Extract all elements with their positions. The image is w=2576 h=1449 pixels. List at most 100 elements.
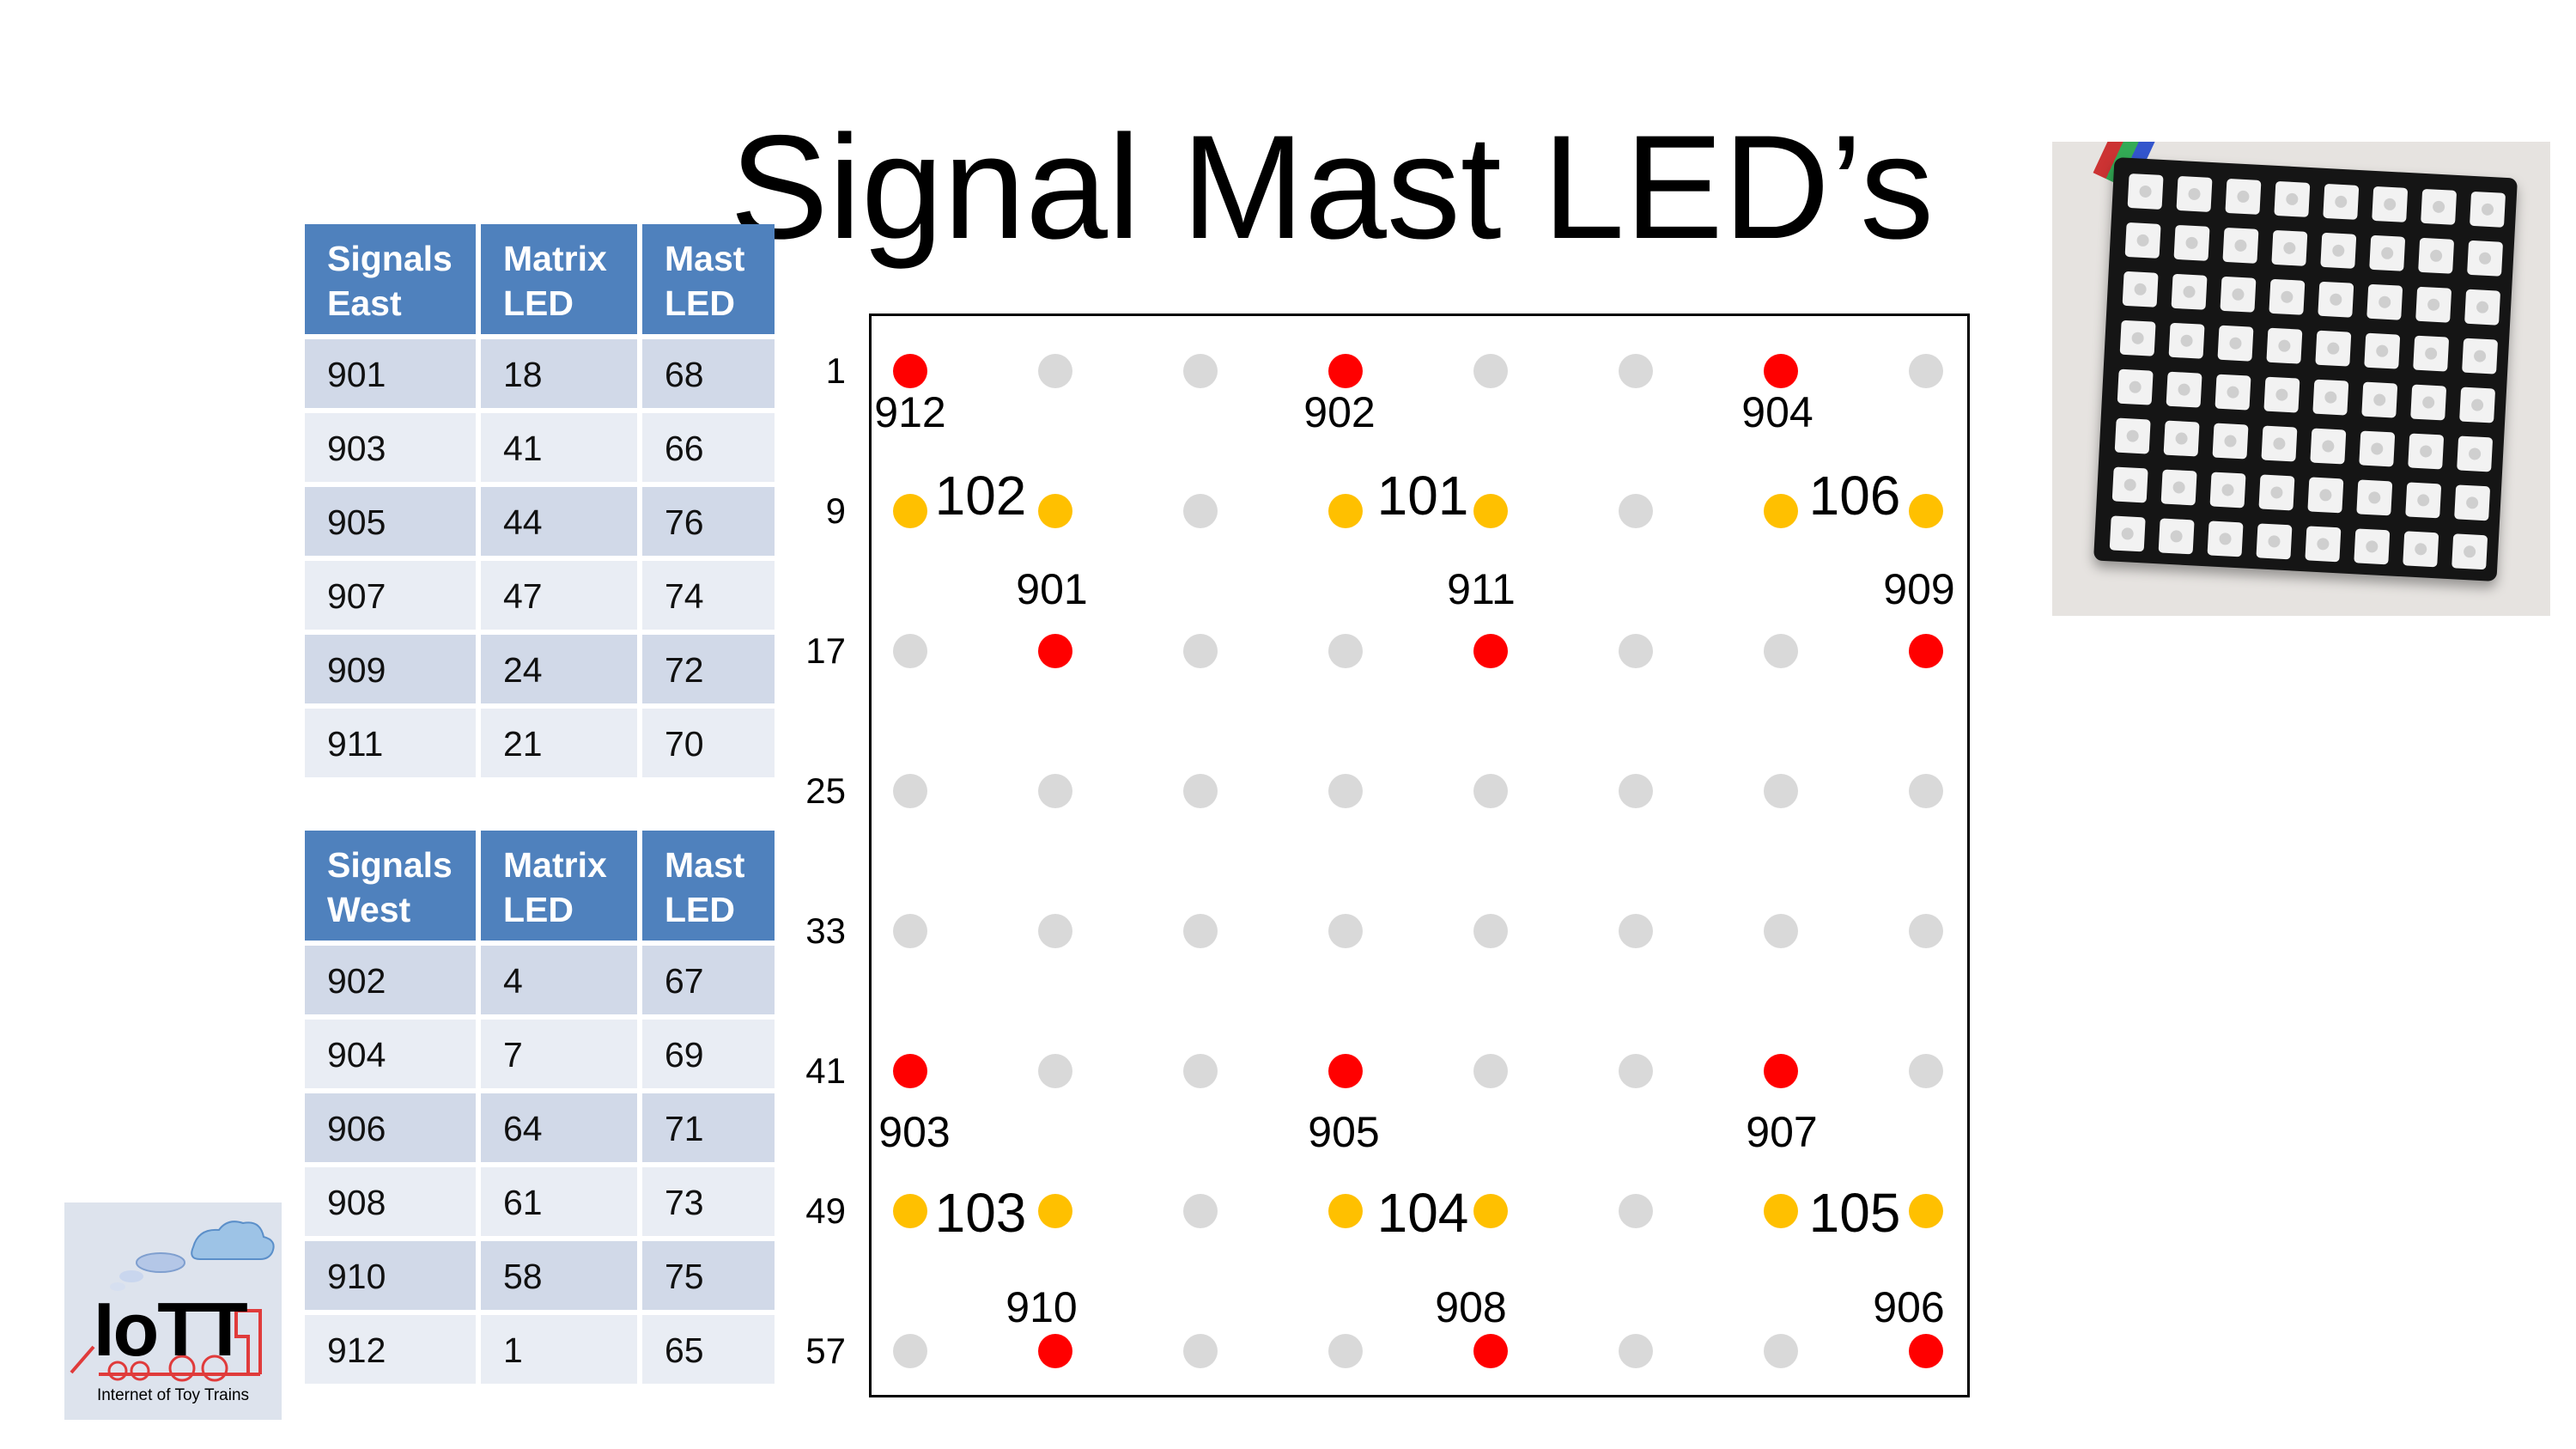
board-led <box>2305 526 2342 563</box>
led-off <box>1619 1194 1653 1228</box>
led-red <box>1764 1054 1798 1088</box>
signals-west-table: Signals West Matrix LED Mast LED 902 4 67 904… <box>300 825 780 1389</box>
led-red <box>1909 634 1943 668</box>
led-board <box>2093 157 2518 581</box>
matrix-led-cell: 4 <box>481 946 637 1014</box>
signal-cell: 901 <box>305 339 476 408</box>
signal-cell: 905 <box>305 487 476 556</box>
mast-label-101: 101 <box>1376 465 1469 527</box>
board-led <box>2173 224 2210 261</box>
led-amber <box>1038 494 1072 528</box>
board-led <box>2166 371 2202 408</box>
mast-led-cell: 68 <box>642 339 775 408</box>
board-led <box>2451 533 2488 570</box>
table-row: 912 1 65 <box>305 1315 775 1384</box>
led-amber <box>1473 494 1508 528</box>
signal-cell: 909 <box>305 635 476 703</box>
board-led <box>2225 178 2262 215</box>
led-red <box>893 1054 927 1088</box>
mast-led-cell: 75 <box>642 1241 775 1310</box>
mast-label-102: 102 <box>934 465 1027 527</box>
board-led <box>2263 376 2300 413</box>
table-header-row: Signals East Matrix LED Mast LED <box>305 224 775 334</box>
board-led <box>2364 332 2401 369</box>
board-led <box>2467 240 2504 277</box>
board-led <box>2114 417 2151 454</box>
board-led <box>2261 425 2298 462</box>
train-cloud-graphic <box>70 1221 275 1382</box>
slide-title: Signal Mast LED’s <box>730 105 1935 270</box>
board-led <box>2312 379 2349 416</box>
matrix-led-cell: 58 <box>481 1241 637 1310</box>
mast-led-cell: 71 <box>642 1093 775 1162</box>
board-led <box>2217 325 2254 362</box>
mast-led-cell: 72 <box>642 635 775 703</box>
led-off <box>1764 634 1798 668</box>
led-amber <box>1328 1194 1363 1228</box>
logo-text: IoTT <box>94 1287 248 1372</box>
led-off <box>1909 354 1943 388</box>
led-off <box>1038 354 1072 388</box>
led-off <box>1328 1334 1363 1368</box>
led-amber <box>1909 1194 1943 1228</box>
led-off <box>1183 494 1218 528</box>
matrix-led-cell: 44 <box>481 487 637 556</box>
board-led <box>2356 479 2393 516</box>
mast-led-cell: 66 <box>642 413 775 482</box>
board-led <box>2127 173 2164 210</box>
mast-led-cell: 74 <box>642 561 775 630</box>
signal-label-909: 909 <box>1883 565 1955 613</box>
board-led <box>2160 469 2197 506</box>
row-label: 25 <box>805 770 846 811</box>
board-led <box>2256 523 2293 560</box>
row-label: 49 <box>805 1190 846 1231</box>
board-led <box>2307 477 2344 514</box>
board-led <box>2408 433 2445 470</box>
row-label: 1 <box>825 350 846 391</box>
led-off <box>1619 914 1653 948</box>
led-off <box>1619 1054 1653 1088</box>
board-led <box>2158 518 2195 555</box>
table-row: 904 7 69 <box>305 1020 775 1088</box>
matrix-led-cell: 41 <box>481 413 637 482</box>
board-led <box>2323 183 2360 220</box>
signal-label-902: 902 <box>1303 388 1376 436</box>
led-off <box>1328 914 1363 948</box>
signal-label-911: 911 <box>1447 565 1516 613</box>
board-led <box>2212 423 2249 460</box>
table-row: 907 47 74 <box>305 561 775 630</box>
board-led <box>2122 271 2159 307</box>
led-off <box>1909 914 1943 948</box>
board-led <box>2462 338 2499 374</box>
board-led <box>2372 186 2409 222</box>
led-off <box>1909 774 1943 808</box>
board-led <box>2171 273 2208 310</box>
led-off <box>1619 354 1653 388</box>
board-led <box>2320 232 2357 269</box>
iott-logo: IoTT Internet of Toy Trains <box>64 1202 282 1420</box>
board-led <box>2109 515 2146 552</box>
board-led <box>2215 374 2251 411</box>
led-off <box>1473 354 1508 388</box>
signal-cell: 902 <box>305 946 476 1014</box>
board-led <box>2310 428 2347 465</box>
led-off <box>893 1334 927 1368</box>
led-red <box>1909 1334 1943 1368</box>
led-off <box>1764 914 1798 948</box>
board-led <box>2421 188 2458 225</box>
table-row: 910 58 75 <box>305 1241 775 1310</box>
board-led <box>2464 289 2501 326</box>
led-red <box>1764 354 1798 388</box>
led-off <box>1038 1054 1072 1088</box>
led-off <box>1183 634 1218 668</box>
led-amber <box>1473 1194 1508 1228</box>
signal-cell: 906 <box>305 1093 476 1162</box>
board-led <box>2413 335 2450 372</box>
board-led <box>2361 381 2398 418</box>
signal-cell: 903 <box>305 413 476 482</box>
led-off <box>1619 774 1653 808</box>
matrix-led-cell: 47 <box>481 561 637 630</box>
mast-led-cell: 76 <box>642 487 775 556</box>
led-off <box>1764 774 1798 808</box>
board-led <box>2415 286 2452 323</box>
